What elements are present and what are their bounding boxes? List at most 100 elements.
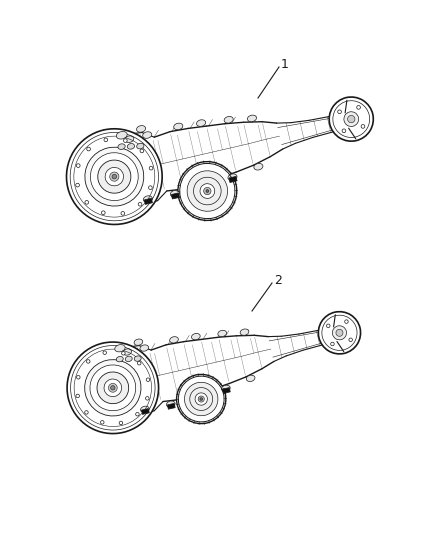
Ellipse shape [143, 196, 152, 203]
Ellipse shape [174, 123, 183, 130]
Ellipse shape [90, 365, 136, 411]
Ellipse shape [206, 190, 209, 192]
Ellipse shape [134, 356, 141, 361]
Ellipse shape [85, 200, 88, 204]
Polygon shape [103, 123, 283, 223]
Ellipse shape [344, 112, 359, 126]
Ellipse shape [149, 166, 153, 170]
Ellipse shape [338, 110, 341, 114]
Polygon shape [102, 337, 274, 432]
Ellipse shape [357, 106, 360, 109]
Ellipse shape [85, 360, 141, 416]
Ellipse shape [112, 174, 117, 179]
Polygon shape [171, 193, 180, 199]
Ellipse shape [140, 345, 148, 351]
Ellipse shape [222, 385, 230, 392]
Ellipse shape [178, 161, 237, 221]
Ellipse shape [137, 126, 145, 132]
Ellipse shape [201, 183, 211, 189]
Ellipse shape [117, 132, 127, 139]
Ellipse shape [104, 138, 108, 142]
Ellipse shape [97, 372, 129, 403]
Polygon shape [203, 185, 211, 191]
Ellipse shape [329, 97, 373, 141]
Ellipse shape [240, 329, 249, 335]
Polygon shape [144, 198, 152, 205]
Ellipse shape [145, 397, 149, 400]
Ellipse shape [336, 329, 343, 336]
Ellipse shape [134, 339, 143, 345]
Polygon shape [167, 403, 175, 409]
Ellipse shape [184, 382, 218, 416]
Text: 1: 1 [281, 59, 289, 71]
Ellipse shape [143, 132, 152, 139]
Ellipse shape [116, 357, 123, 362]
Ellipse shape [254, 164, 263, 170]
Ellipse shape [90, 153, 138, 200]
Ellipse shape [111, 385, 115, 390]
Ellipse shape [124, 139, 127, 142]
Ellipse shape [326, 324, 330, 328]
Ellipse shape [246, 375, 255, 382]
Ellipse shape [98, 160, 131, 193]
Ellipse shape [102, 211, 105, 215]
Ellipse shape [224, 117, 233, 123]
Ellipse shape [103, 351, 106, 354]
Ellipse shape [109, 383, 117, 392]
Ellipse shape [123, 349, 131, 355]
Ellipse shape [197, 120, 205, 126]
Ellipse shape [342, 129, 346, 133]
Ellipse shape [166, 401, 175, 407]
Ellipse shape [204, 187, 211, 195]
Ellipse shape [200, 398, 202, 400]
Ellipse shape [76, 394, 79, 398]
Ellipse shape [146, 378, 150, 382]
Ellipse shape [136, 413, 139, 416]
Ellipse shape [122, 352, 125, 355]
Ellipse shape [332, 326, 346, 340]
Ellipse shape [218, 330, 226, 337]
Ellipse shape [141, 406, 149, 413]
Polygon shape [229, 176, 237, 182]
Ellipse shape [67, 342, 159, 433]
Ellipse shape [247, 115, 257, 122]
Ellipse shape [125, 136, 134, 142]
Ellipse shape [105, 167, 124, 186]
Ellipse shape [110, 172, 119, 181]
Ellipse shape [125, 356, 132, 361]
Ellipse shape [198, 396, 204, 402]
Ellipse shape [119, 421, 123, 425]
Ellipse shape [177, 374, 226, 424]
Ellipse shape [148, 186, 152, 190]
Ellipse shape [86, 360, 90, 363]
Ellipse shape [331, 342, 334, 346]
Ellipse shape [361, 125, 365, 128]
Ellipse shape [138, 203, 142, 206]
Ellipse shape [170, 337, 178, 343]
Ellipse shape [87, 147, 90, 151]
Ellipse shape [118, 144, 125, 149]
Ellipse shape [76, 164, 80, 167]
Ellipse shape [85, 147, 144, 206]
Ellipse shape [121, 212, 125, 215]
Ellipse shape [115, 345, 125, 352]
Ellipse shape [138, 361, 141, 365]
Ellipse shape [170, 190, 180, 197]
Ellipse shape [104, 379, 122, 397]
Polygon shape [197, 396, 205, 402]
Ellipse shape [76, 183, 79, 187]
Ellipse shape [318, 312, 360, 354]
Ellipse shape [137, 143, 144, 149]
Ellipse shape [140, 149, 144, 153]
Ellipse shape [200, 184, 215, 198]
Ellipse shape [85, 410, 88, 414]
Ellipse shape [101, 421, 104, 424]
Text: 2: 2 [274, 274, 282, 287]
Ellipse shape [228, 174, 237, 181]
Ellipse shape [77, 376, 80, 379]
Polygon shape [141, 408, 149, 414]
Ellipse shape [191, 334, 200, 340]
Ellipse shape [348, 116, 355, 123]
Ellipse shape [67, 129, 162, 224]
Ellipse shape [187, 171, 228, 211]
